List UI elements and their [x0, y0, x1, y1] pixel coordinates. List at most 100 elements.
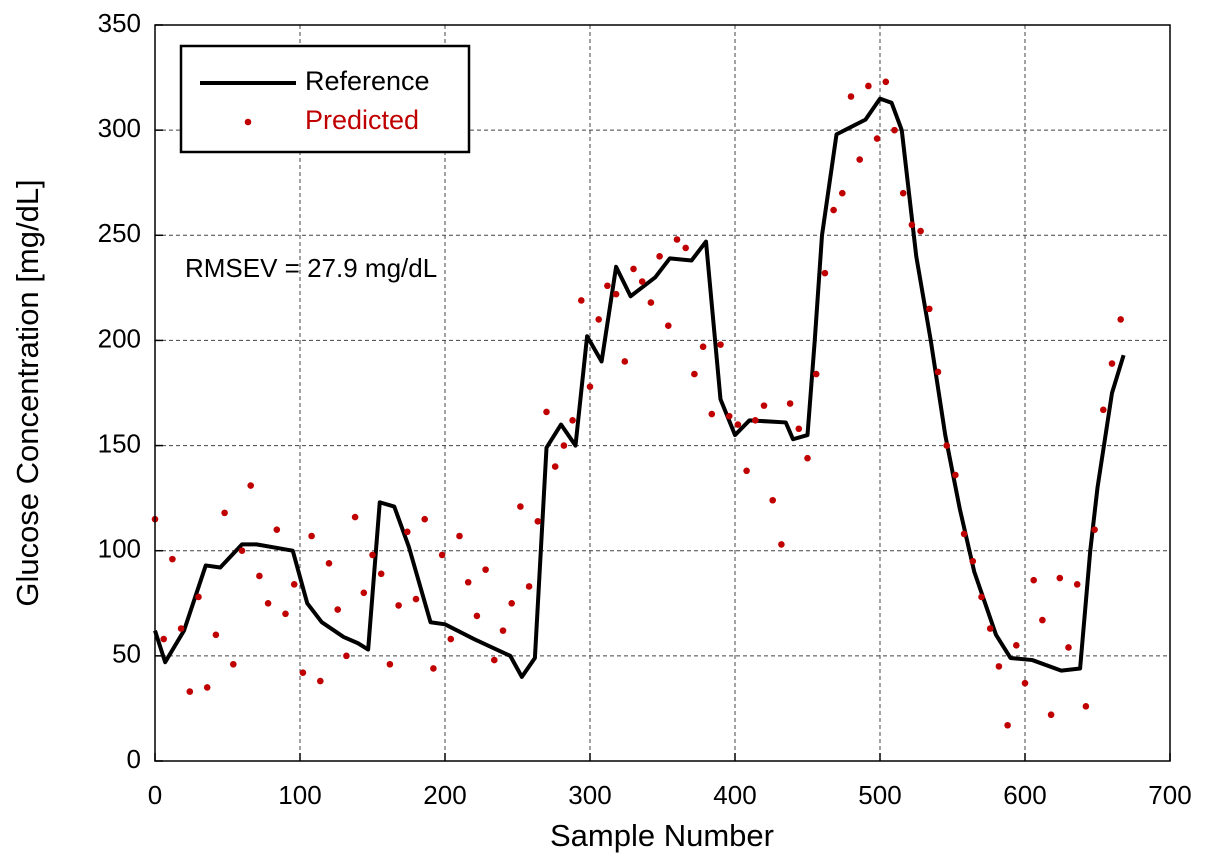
data-point — [995, 663, 1003, 670]
legend-label: Reference — [305, 66, 430, 96]
x-tick-label: 700 — [1148, 780, 1191, 810]
y-tick-label: 150 — [98, 428, 141, 458]
data-point — [586, 383, 594, 390]
data-point — [195, 593, 202, 601]
data-point — [839, 189, 846, 197]
data-point — [212, 631, 220, 639]
x-tick-label: 300 — [568, 780, 611, 810]
data-point — [1039, 616, 1046, 624]
x-axis-label: Sample Number — [550, 818, 774, 853]
data-point — [1065, 644, 1072, 651]
data-point — [186, 688, 194, 695]
data-point — [752, 417, 759, 424]
data-point — [543, 408, 550, 416]
data-point — [908, 221, 916, 229]
x-tick-label: 0 — [148, 780, 162, 810]
data-point — [795, 425, 803, 433]
data-point — [1117, 316, 1124, 323]
data-point — [1004, 721, 1011, 729]
data-point — [708, 410, 716, 418]
data-point — [430, 665, 437, 672]
data-point — [682, 244, 689, 252]
data-point — [986, 625, 994, 632]
x-tick-label: 600 — [1003, 780, 1046, 810]
plot-frame — [154, 24, 1171, 762]
data-point — [1021, 679, 1029, 687]
data-point — [1047, 711, 1055, 719]
data-point — [1056, 574, 1064, 582]
data-point — [804, 454, 811, 462]
x-tick-label: 200 — [423, 780, 466, 810]
data-point — [508, 599, 515, 607]
data-point — [952, 471, 959, 479]
data-point — [673, 236, 681, 243]
data-point — [882, 78, 890, 86]
data-point — [812, 370, 820, 378]
data-point — [595, 316, 602, 323]
data-point — [360, 589, 368, 597]
data-point — [621, 358, 629, 365]
y-tick-label: 50 — [112, 639, 141, 669]
data-point — [169, 555, 176, 563]
data-point — [734, 421, 742, 428]
data-point — [926, 305, 933, 313]
y-tick-label: 300 — [98, 113, 141, 143]
data-point — [578, 297, 585, 304]
data-point — [499, 627, 507, 634]
data-point — [290, 581, 298, 588]
y-tick-label: 0 — [127, 744, 141, 774]
y-tick-label: 350 — [98, 8, 141, 38]
data-point — [1108, 360, 1116, 367]
data-point — [273, 526, 281, 533]
y-tick-label: 250 — [98, 218, 141, 248]
data-point — [421, 515, 429, 523]
data-point — [491, 656, 498, 664]
data-point — [1082, 703, 1090, 710]
data-point — [830, 206, 837, 214]
data-point — [438, 551, 446, 559]
data-point — [1030, 576, 1037, 584]
data-point — [630, 265, 637, 273]
data-point — [978, 593, 985, 601]
data-point — [934, 368, 942, 376]
data-point — [464, 578, 472, 586]
data-point — [317, 677, 324, 685]
data-point — [325, 560, 333, 567]
y-axis-label: Glucose Concentration [mg/dL] — [10, 179, 45, 606]
data-point — [282, 610, 289, 618]
data-point — [760, 402, 768, 409]
data-point — [334, 606, 342, 613]
data-point — [638, 278, 646, 285]
data-point — [482, 566, 489, 573]
data-point — [725, 412, 733, 420]
data-point — [778, 541, 785, 548]
data-point — [351, 513, 359, 521]
data-point — [412, 595, 420, 603]
data-point — [299, 669, 307, 676]
data-point — [247, 482, 254, 489]
data-point — [691, 370, 698, 378]
data-point — [786, 400, 794, 407]
data-point — [395, 602, 402, 609]
data-point — [717, 341, 724, 348]
data-point — [969, 557, 977, 565]
data-point — [873, 135, 881, 142]
data-point — [369, 551, 376, 559]
x-tick-label: 400 — [713, 780, 756, 810]
legend-swatch — [244, 118, 252, 126]
data-point — [604, 282, 611, 290]
data-point — [386, 660, 394, 668]
data-point — [1100, 406, 1107, 414]
data-point — [569, 417, 576, 424]
data-point — [647, 299, 655, 306]
data-point — [517, 503, 524, 510]
reference-line — [153, 96, 1126, 679]
data-point — [917, 227, 924, 235]
data-point — [343, 652, 350, 660]
data-point — [525, 583, 533, 590]
data-point — [473, 612, 481, 620]
data-point — [560, 442, 568, 449]
data-point — [551, 463, 559, 470]
data-point — [699, 343, 707, 351]
data-point — [865, 82, 872, 90]
